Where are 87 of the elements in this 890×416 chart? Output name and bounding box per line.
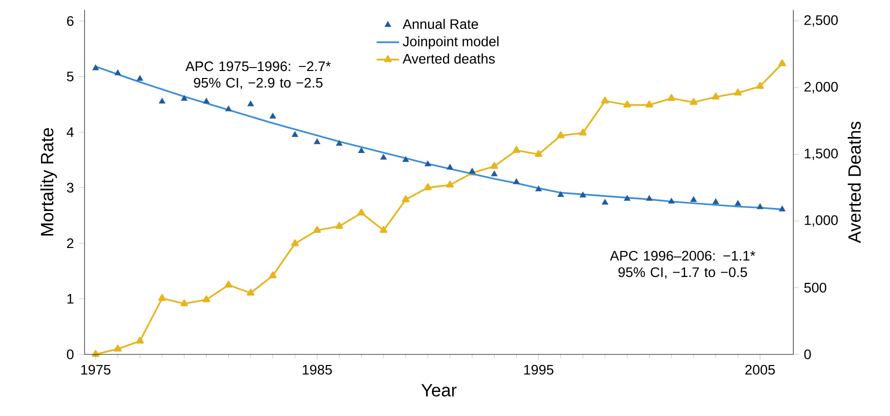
point [247, 100, 254, 107]
point [646, 195, 653, 201]
point [734, 200, 742, 206]
y2-tick-label: 500 [804, 283, 826, 293]
legend-label: Annual Rate [402, 19, 478, 30]
y2-tick-label: 2,000 [804, 82, 838, 94]
point [535, 186, 542, 192]
point [668, 94, 676, 102]
y-tick-label: 2 [67, 238, 74, 248]
point [556, 132, 565, 138]
point [136, 75, 144, 81]
point [180, 95, 188, 101]
point [92, 64, 99, 70]
point [734, 88, 742, 96]
x-axis-title: Year [421, 384, 457, 397]
y2-tick-label: 0 [804, 350, 811, 360]
point [246, 288, 254, 296]
legend-label: Averted deaths [402, 54, 495, 64]
point [579, 128, 587, 136]
point [756, 204, 764, 210]
point [224, 280, 232, 288]
point [491, 170, 498, 177]
point [513, 178, 520, 184]
point [136, 336, 144, 344]
annotation: APC 1975–1996: −2.7* 95% CI, −2.9 to −2.5 [185, 62, 331, 90]
point [712, 198, 719, 204]
y-tick-label: 4 [66, 128, 74, 138]
point [314, 138, 320, 144]
x-tick-label: 1975 [81, 365, 110, 375]
y-tick-label: 0 [66, 350, 74, 360]
x-tick-label: 2005 [745, 365, 775, 375]
point [690, 98, 698, 106]
point [180, 300, 188, 306]
point [402, 156, 409, 162]
y2-tick-label: 2,500 [804, 15, 838, 27]
y-tick-label: 5 [66, 72, 74, 82]
point [778, 206, 786, 212]
point [778, 60, 786, 66]
y2-axis-title: Averted Deaths [848, 122, 861, 244]
point [114, 344, 122, 352]
y-axis-title: Mortality Rate [40, 128, 57, 236]
point [336, 140, 342, 146]
point [668, 198, 675, 204]
point [424, 184, 432, 190]
point [380, 226, 388, 234]
x-tick-label: 1995 [524, 365, 554, 375]
point [446, 180, 454, 188]
point [225, 106, 232, 112]
point [202, 296, 210, 302]
point [712, 92, 720, 100]
point [268, 272, 277, 278]
point [291, 240, 299, 246]
point [690, 196, 697, 202]
point [380, 154, 387, 160]
y-tick-label: 3 [66, 183, 74, 193]
point [602, 199, 608, 205]
point [624, 195, 630, 201]
y2-tick-label: 1,000 [804, 216, 838, 227]
point [203, 98, 210, 104]
x-tick-label: 1985 [302, 365, 332, 375]
y2-tick-label: 1,500 [804, 148, 838, 160]
point [335, 222, 344, 230]
point [313, 226, 321, 234]
point [424, 160, 432, 167]
point [512, 146, 520, 154]
y-tick-label: 6 [67, 16, 74, 26]
point [601, 96, 609, 104]
point [292, 131, 298, 138]
point [756, 82, 764, 90]
point [580, 192, 586, 198]
point [446, 164, 454, 170]
point [158, 98, 166, 104]
point [270, 113, 276, 119]
point [114, 70, 122, 76]
point [623, 100, 631, 108]
point [358, 148, 365, 154]
annotation: APC 1996–2006: −1.1* 95% CI, −1.7 to −0.5 [610, 251, 756, 279]
point [490, 162, 498, 170]
point [92, 350, 100, 358]
point [645, 100, 654, 108]
point [158, 294, 166, 302]
point [534, 150, 542, 158]
legend-label: Joinpoint model [402, 36, 498, 50]
point [402, 196, 410, 202]
point [358, 208, 366, 216]
point [557, 191, 564, 198]
y-tick-label: 1 [67, 294, 74, 304]
